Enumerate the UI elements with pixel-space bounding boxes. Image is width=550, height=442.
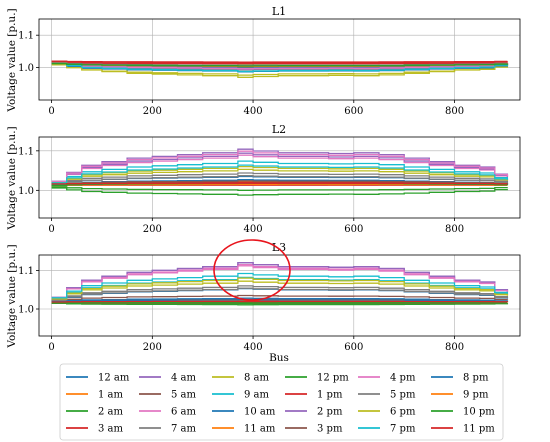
series-line-7-am xyxy=(51,172,509,185)
x-tick-label: 800 xyxy=(445,342,464,353)
series-line-2-am xyxy=(51,302,509,306)
x-axis-label: Bus xyxy=(269,352,289,364)
panel-title-l2: L2 xyxy=(272,123,286,136)
x-tick-label: 0 xyxy=(48,342,54,353)
legend-label: 8 pm xyxy=(463,373,489,384)
legend-label: 11 am xyxy=(244,424,276,435)
x-tick-label: 800 xyxy=(445,106,464,117)
legend-label: 10 am xyxy=(244,407,276,418)
legend: 12 am 1 am 2 am 3 am 4 am 5 am 6 am 7 am 8 am 9 a… xyxy=(59,363,504,441)
x-tick-label: 600 xyxy=(344,342,363,353)
plot-frame-l1 xyxy=(38,18,521,101)
series-line-11-pm xyxy=(51,60,508,63)
series-line-1-pm xyxy=(51,61,509,65)
series-line-12-pm xyxy=(51,186,509,191)
series-line-6-pm xyxy=(51,64,509,76)
legend-label: 5 pm xyxy=(390,390,416,401)
legend-label: 4 am xyxy=(171,373,197,384)
x-tick-label: 200 xyxy=(143,224,162,235)
x-tick-label: 600 xyxy=(344,106,363,117)
series-line-9-am xyxy=(51,160,509,184)
legend-label: 5 am xyxy=(171,390,197,401)
series-line-4-pm xyxy=(51,62,509,70)
legend-label: 4 pm xyxy=(390,373,416,384)
panel-title-l1: L1 xyxy=(272,5,286,18)
legend-label: 1 am xyxy=(98,390,124,401)
series-line-5-pm xyxy=(51,287,509,301)
series-line-8-am xyxy=(51,168,509,184)
series-line-11-pm xyxy=(51,300,509,303)
series-line-8-pm xyxy=(51,299,509,303)
series-line-10-pm xyxy=(51,301,508,304)
x-tick-label: 800 xyxy=(445,224,464,235)
series-line-7-am xyxy=(51,285,509,301)
x-tick-label: 0 xyxy=(48,106,54,117)
series-line-7-pm xyxy=(51,164,509,184)
legend-label: 7 am xyxy=(171,424,197,435)
y-tick-label: 1.0 xyxy=(18,63,34,74)
legend-label: 2 am xyxy=(98,407,124,418)
legend-label: 1 pm xyxy=(317,390,343,401)
series-line-6-pm xyxy=(51,277,509,300)
highlight-circle xyxy=(213,239,291,301)
y-axis-label-l2: Voltage value [p.u.] xyxy=(6,126,18,230)
legend-label: 2 pm xyxy=(317,407,343,418)
series-line-3-pm xyxy=(51,180,509,186)
y-axis-label-l3: Voltage value [p.u.] xyxy=(6,244,18,348)
panel-title-l3: L3 xyxy=(272,241,286,254)
y-tick-label: 1.0 xyxy=(18,186,34,197)
plot-area-l3: 0 200 400 600 800 1.0 1.1 xyxy=(18,255,520,353)
y-tick-label: 1.1 xyxy=(18,31,34,42)
panel-l3: L3 0 200 400 600 800 1.0 1.1 xyxy=(18,241,521,353)
series-line-11-pm xyxy=(51,182,508,185)
x-tick-label: 200 xyxy=(143,342,162,353)
series-line-4-pm xyxy=(51,150,509,183)
y-tick-label: 1.1 xyxy=(18,266,34,277)
x-tick-label: 400 xyxy=(244,342,263,353)
legend-label: 6 pm xyxy=(390,407,416,418)
series-line-4-pm xyxy=(51,265,509,299)
x-tick-label: 200 xyxy=(143,106,162,117)
panel-l2: L2 0 200 400 600 800 1.0 1.1 xyxy=(18,123,521,235)
series-line-7-pm xyxy=(51,62,509,73)
x-tick-label: 600 xyxy=(344,224,363,235)
y-tick-label: 1.1 xyxy=(18,146,34,157)
plot-area-l2: 0 200 400 600 800 1.0 1.1 xyxy=(18,137,520,235)
plot-frame-l3 xyxy=(38,254,521,337)
y-axis-label-l1: Voltage value [p.u.] xyxy=(6,8,18,112)
legend-label: 9 am xyxy=(244,390,270,401)
legend-label: 12 am xyxy=(98,373,130,384)
legend-label: 3 am xyxy=(98,424,124,435)
plot-frame-l2 xyxy=(38,136,521,219)
y-tick-label: 1.0 xyxy=(18,305,34,316)
series-line-10-pm xyxy=(51,62,509,67)
legend-label: 11 pm xyxy=(463,424,495,435)
series-line-5-am xyxy=(51,294,509,302)
legend-label: 9 pm xyxy=(463,390,489,401)
panel-l1: L1 0 200 400 600 800 1.0 1.1 xyxy=(18,5,521,117)
plot-area-l1: 0 200 400 600 800 1.0 1.1 xyxy=(18,19,520,117)
legend-label: 10 pm xyxy=(463,407,495,418)
x-tick-label: 400 xyxy=(244,224,263,235)
series-line-5-pm xyxy=(51,175,509,186)
x-tick-label: 400 xyxy=(244,106,263,117)
series-line-2-am xyxy=(51,187,509,196)
legend-label: 3 pm xyxy=(317,424,343,435)
legend-label: 8 am xyxy=(244,373,270,384)
x-tick-label: 0 xyxy=(48,224,54,235)
legend-frame xyxy=(59,363,504,441)
legend-label: 7 pm xyxy=(390,424,416,435)
legend-label: 12 pm xyxy=(317,373,349,384)
series-line-7-pm xyxy=(51,272,509,299)
legend-label: 6 am xyxy=(171,407,197,418)
